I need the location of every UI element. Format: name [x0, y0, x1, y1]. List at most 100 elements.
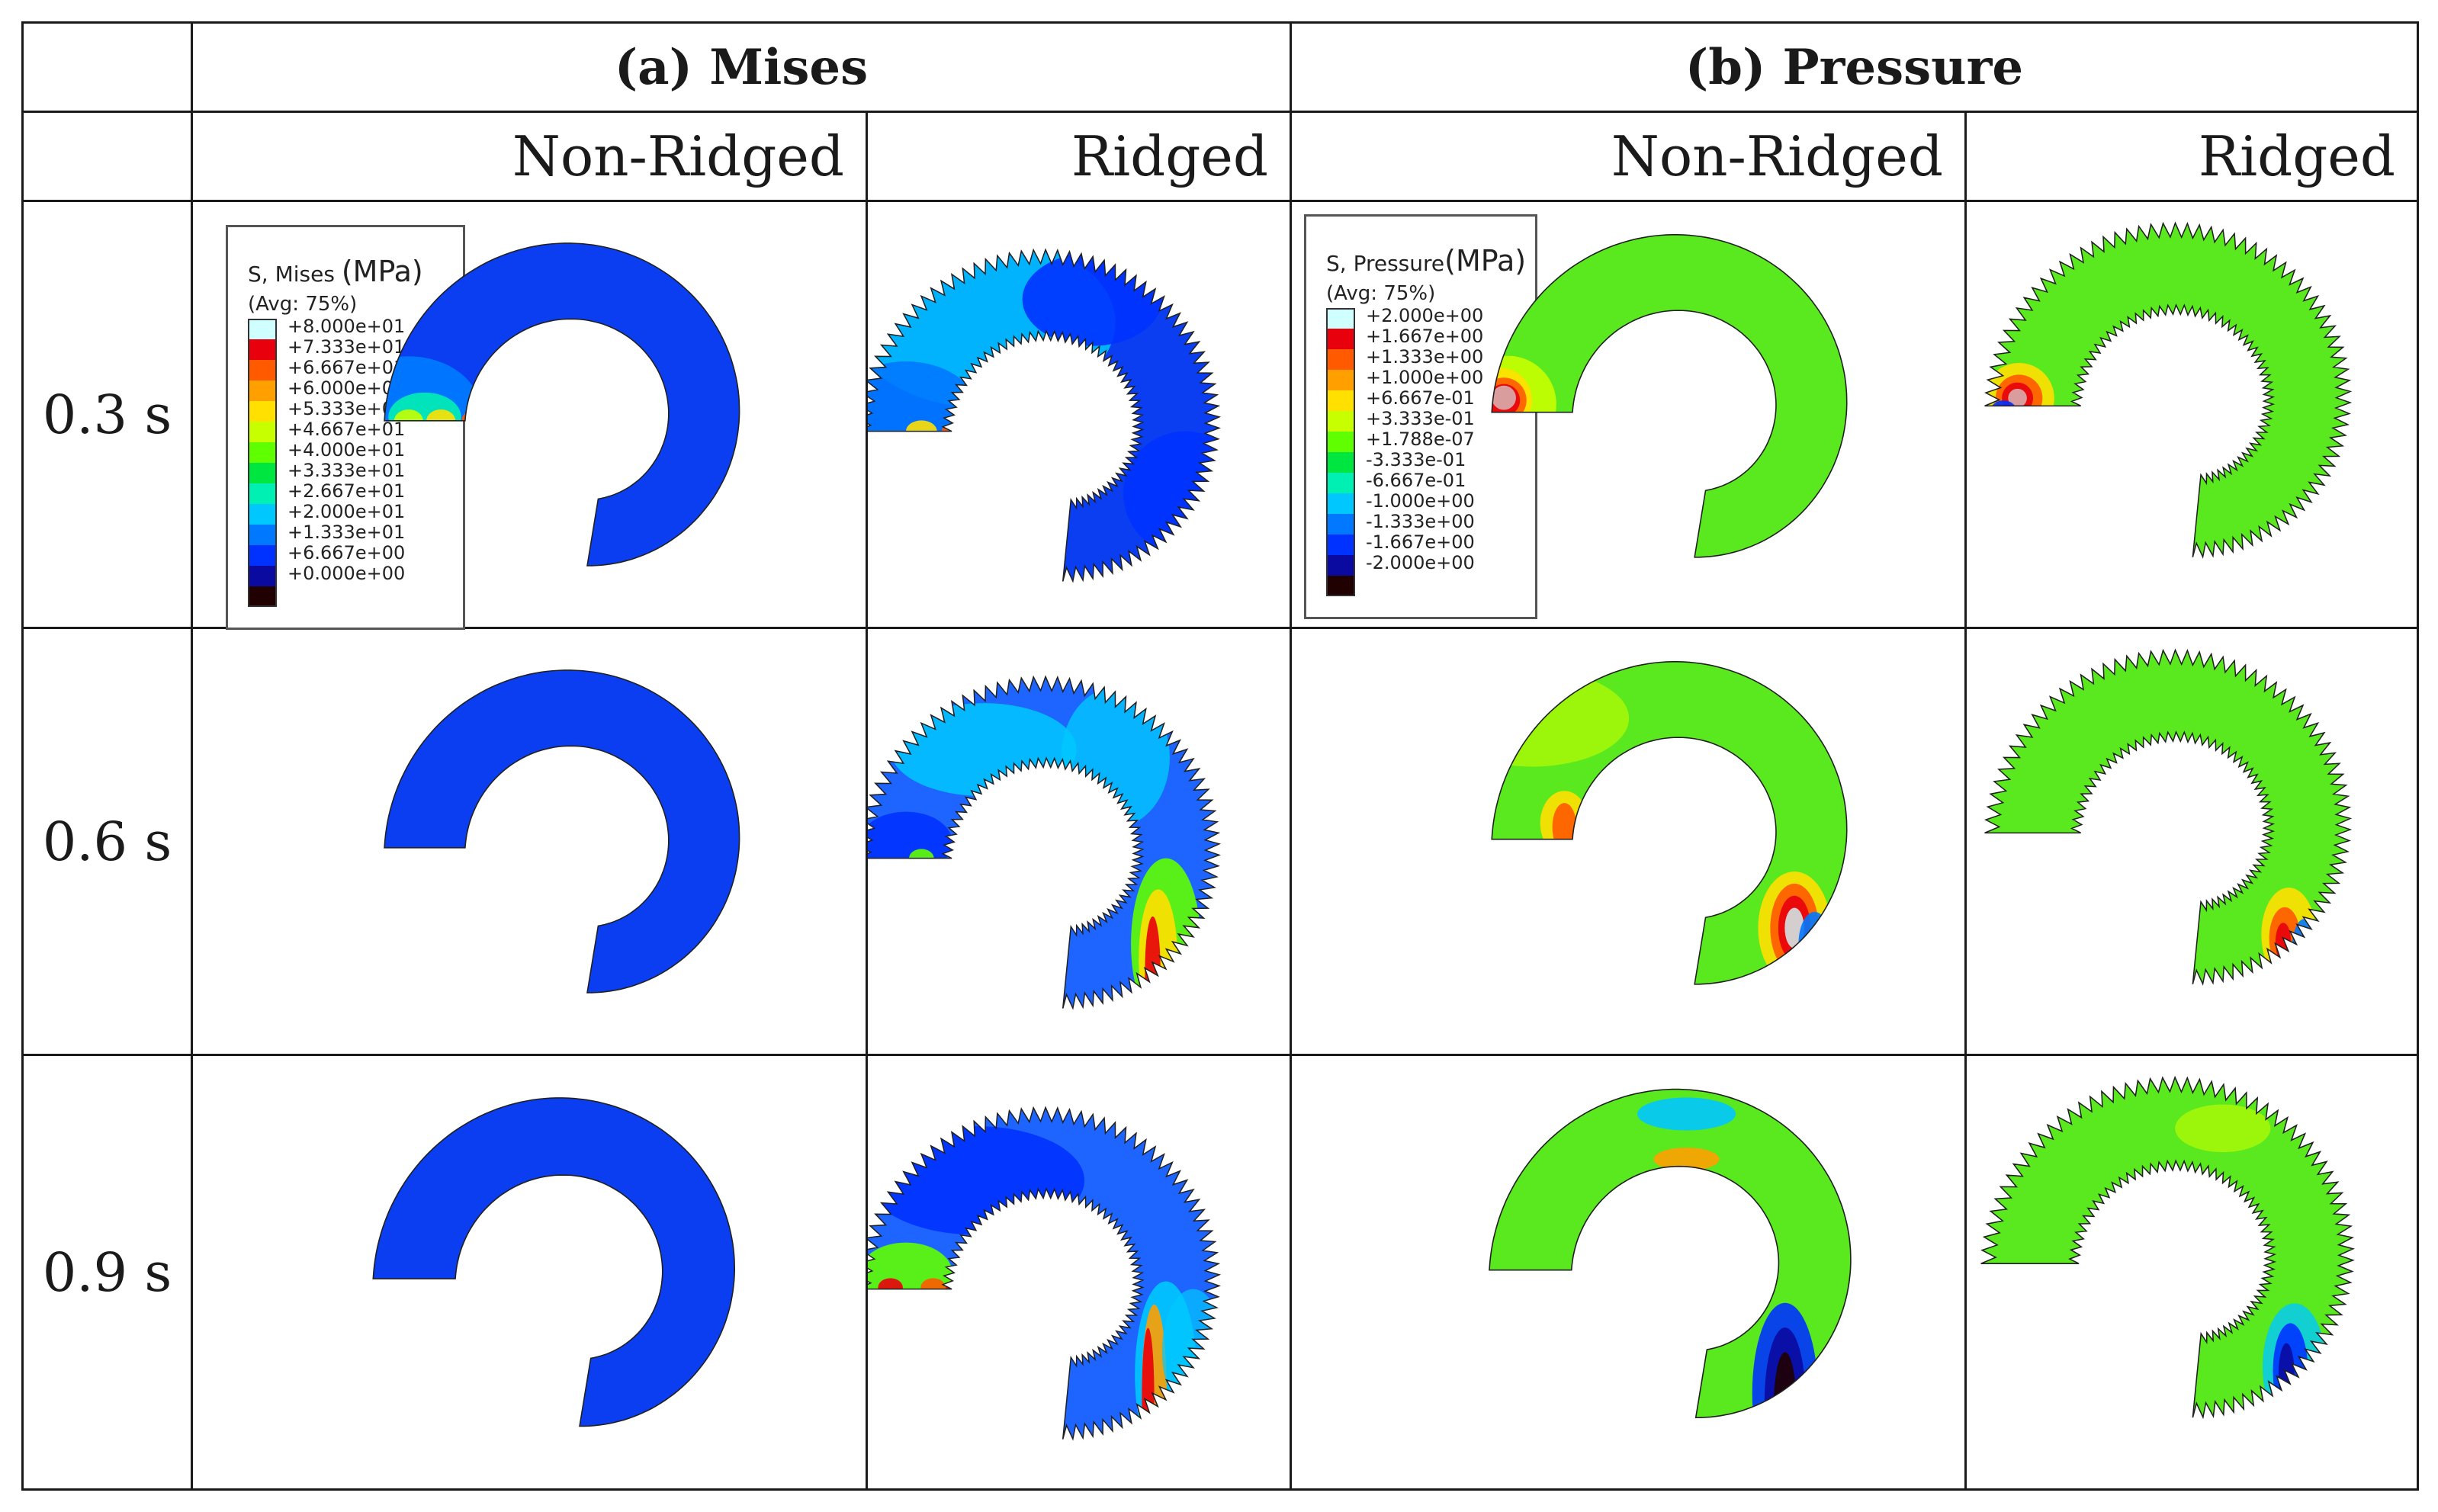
contour-region	[1061, 687, 1170, 827]
subheader-pressure-ridged: Ridged	[2198, 124, 2395, 188]
contour-mises-ridged-0.3s	[868, 202, 1290, 627]
hook-body	[1984, 223, 2350, 557]
legend-value: +1.000e+00	[1366, 367, 1484, 388]
contour-region	[2078, 396, 2101, 413]
table-rule	[21, 1488, 2419, 1491]
legend-swatch	[248, 504, 277, 525]
contour-region	[1814, 1352, 1838, 1418]
legend-value: -1.000e+00	[1366, 490, 1475, 512]
hook-contour-plot	[372, 1097, 736, 1427]
contour-region	[1492, 385, 1516, 410]
hook-body	[373, 1097, 735, 1427]
table-rule	[21, 21, 2419, 24]
contour-region	[1773, 1352, 1797, 1418]
table-rule	[866, 111, 868, 1491]
hook-contour-plot	[384, 242, 740, 567]
contour-region	[890, 703, 1077, 797]
table-rule	[1290, 21, 1292, 1491]
legend-swatch	[1326, 493, 1355, 514]
legend-swatch	[248, 483, 277, 504]
contour-region	[951, 850, 970, 866]
legend-swatch	[248, 360, 277, 380]
hook-outline	[1489, 1088, 1852, 1418]
contour-region	[1022, 252, 1162, 346]
legend-value: +8.000e+01	[287, 316, 406, 337]
contour-region	[1798, 911, 1831, 977]
hook-outline	[384, 242, 740, 567]
legend-value: -2.000e+00	[1366, 552, 1475, 573]
hook-contour-plot	[1489, 1088, 1852, 1418]
subheader-mises-ridged: Ridged	[1071, 124, 1268, 188]
legend-swatch	[1326, 370, 1355, 390]
legend-swatch	[248, 422, 277, 442]
hook-contour-plot	[1980, 1075, 2356, 1420]
legend-swatch	[248, 380, 277, 401]
contour-region	[1142, 1327, 1155, 1440]
legend-pressure-title: S, Pressure	[1326, 251, 1445, 276]
legend-mises: S, Mises (MPa) (Avg: 75%) +8.000e+01 +7.3…	[226, 225, 465, 630]
hook-outline	[372, 1097, 736, 1427]
results-table: (a) Mises (b) Pressure Non-Ridged Ridged…	[21, 21, 2419, 1491]
contour-mises-non-ridged-0.6s	[193, 629, 866, 1054]
legend-swatch	[248, 566, 277, 586]
legend-swatch	[248, 545, 277, 566]
header-pressure: (b) Pressure	[1685, 38, 2024, 96]
legend-value: +2.667e+01	[287, 480, 406, 502]
hook-outline	[1491, 660, 1848, 985]
time-label: 0.6 s	[42, 810, 172, 873]
contour-region	[2008, 388, 2027, 408]
hook-outline	[868, 675, 1222, 1010]
contour-region	[868, 1125, 1085, 1235]
legend-pressure: S, Pressure(MPa) (Avg: 75%) +2.000e+00 +1…	[1304, 214, 1537, 619]
legend-swatch	[1326, 576, 1355, 596]
legend-value: +3.333e+01	[287, 460, 406, 481]
hook-outline	[868, 1106, 1222, 1441]
hook-contour-plot	[868, 248, 1222, 583]
legend-swatch	[1326, 452, 1355, 473]
contour-pressure-non-ridged-0.3s	[1292, 202, 1964, 627]
legend-swatch	[248, 339, 277, 360]
table-rule	[1964, 111, 1967, 1491]
legend-swatch	[1326, 329, 1355, 349]
legend-swatch	[1326, 432, 1355, 452]
table-rule	[21, 1054, 2419, 1056]
table-rule	[21, 627, 2419, 629]
legend-value: -6.667e-01	[1366, 470, 1466, 491]
legend-swatch	[248, 401, 277, 422]
legend-value: +6.667e-01	[1366, 387, 1475, 409]
hook-contour-plot	[868, 1106, 1222, 1441]
legend-value: +3.333e-01	[1366, 408, 1475, 429]
legend-value: -3.333e-01	[1366, 449, 1466, 470]
hook-outline	[868, 248, 1222, 583]
legend-mises-unit: (MPa)	[341, 255, 423, 288]
contour-region	[1990, 400, 2016, 419]
hook-body	[1984, 650, 2350, 984]
hook-outline	[384, 669, 740, 994]
hook-contour-plot	[1984, 221, 2353, 559]
contour-region	[1663, 313, 1700, 334]
legend-swatch	[1326, 411, 1355, 432]
contour-region	[1764, 1327, 1806, 1418]
contour-mises-non-ridged-0.3s	[193, 202, 866, 627]
table-rule	[191, 21, 193, 1491]
legend-value: +2.000e+01	[287, 501, 406, 522]
subheader-pressure-non-ridged: Non-Ridged	[1611, 124, 1943, 188]
hook-contour-plot	[1984, 648, 2353, 986]
legend-value: +1.333e+00	[1366, 346, 1484, 368]
legend-value: -1.333e+00	[1366, 511, 1475, 532]
contour-region	[1145, 916, 1161, 1009]
hook-outline	[1980, 1075, 2356, 1420]
legend-swatch	[1326, 349, 1355, 370]
time-label: 0.9 s	[42, 1241, 172, 1304]
contour-region	[878, 1278, 903, 1297]
hook-outline	[1984, 648, 2353, 986]
legend-value: +1.667e+00	[1366, 326, 1484, 347]
hook-outline	[1984, 221, 2353, 559]
hook-outline	[1491, 233, 1848, 558]
table-rule	[21, 21, 24, 1491]
hook-body	[384, 669, 740, 993]
hook-body	[1492, 234, 1847, 557]
contour-pressure-non-ridged-0.6s	[1292, 629, 1964, 1054]
legend-mises-title: S, Mises	[248, 262, 335, 287]
legend-value: +0.000e+00	[287, 563, 406, 584]
